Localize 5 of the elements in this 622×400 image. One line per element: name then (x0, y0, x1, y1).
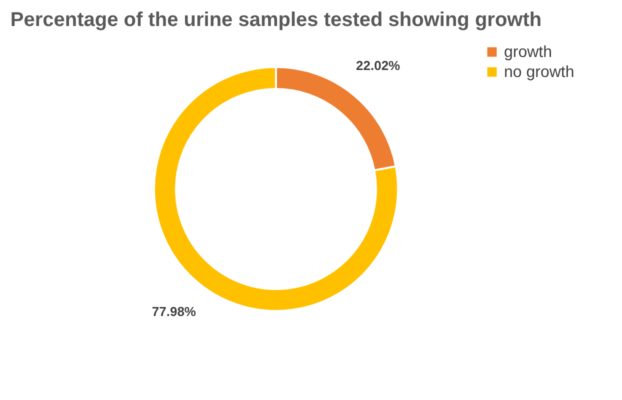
data-label: 77.98% (152, 304, 196, 320)
chart-title: Percentage of the urine samples tested showing growth (10, 9, 542, 31)
data-label: 22.02% (356, 58, 401, 73)
legend-label: growth (504, 44, 552, 61)
legend-label: no growth (504, 64, 574, 81)
